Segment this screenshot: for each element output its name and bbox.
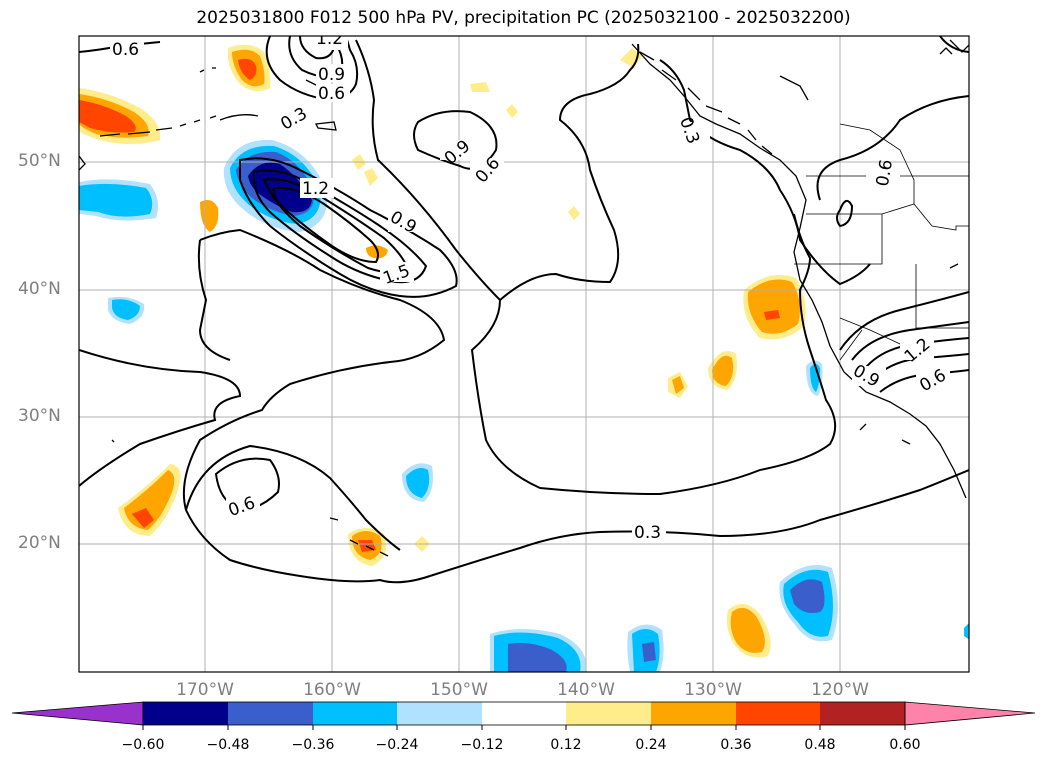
colorbar-segment <box>651 702 736 725</box>
precip-anomaly-positive <box>730 607 765 653</box>
colorbar-tick-label: 0.36 <box>720 737 752 753</box>
colorbar-tick-label: 0.12 <box>550 737 582 753</box>
pv-contour-line <box>499 43 640 301</box>
pv-contour-line <box>197 239 231 361</box>
lon-label-120w: 120°W <box>811 680 869 700</box>
colorbar-segment <box>143 702 228 725</box>
pv-contour-line <box>836 199 854 228</box>
pv-contour-line <box>299 36 336 60</box>
contour-label: 0.6 <box>873 158 897 188</box>
plot-area: 0.6 1.2 0.9 0.6 0.3 0.9 0.6 1.2 0.9 1.5 … <box>79 29 969 672</box>
lat-label-30n: 30°N <box>18 406 61 426</box>
coastlines <box>79 39 969 557</box>
precip-anomaly-positive <box>506 104 518 118</box>
colorbar-segment <box>313 702 397 725</box>
precip-anomaly-positive <box>747 279 800 334</box>
colorbar-segment <box>482 702 566 725</box>
contour-label: 0.3 <box>634 523 661 543</box>
precip-anomaly-negative <box>642 642 656 662</box>
precip-anomaly-positive <box>132 508 154 528</box>
pv-contour-line <box>839 291 969 351</box>
contour-label: 0.6 <box>112 40 139 60</box>
lat-label-20n: 20°N <box>18 533 61 553</box>
lat-label-40n: 40°N <box>18 279 61 299</box>
lon-label-130w: 130°W <box>684 680 742 700</box>
precip-shading <box>79 44 969 672</box>
precip-anomaly-negative <box>964 623 969 640</box>
pv-contour-line <box>185 444 401 551</box>
map-frame <box>78 35 970 673</box>
precip-anomaly-positive <box>238 58 257 80</box>
lon-label-140w: 140°W <box>557 680 615 700</box>
colorbar-tick-label: −0.36 <box>291 737 335 753</box>
colorbar <box>11 701 1036 730</box>
colorbar-tick-label: −0.12 <box>460 737 504 753</box>
colorbar-segment <box>566 702 651 725</box>
contour-label: 1.2 <box>302 179 329 199</box>
contour-labels: 0.6 1.2 0.9 0.6 0.3 0.9 0.6 1.2 0.9 1.5 … <box>110 29 950 543</box>
precip-anomaly-positive <box>672 376 684 394</box>
colorbar-segment <box>397 702 482 725</box>
colorbar-tick-label: −0.60 <box>121 737 165 753</box>
colorbar-extend-low <box>11 701 144 726</box>
lon-label-150w: 150°W <box>430 680 488 700</box>
colorbar-tick-label: −0.48 <box>206 737 250 753</box>
lon-label-170w: 170°W <box>176 680 234 700</box>
precip-anomaly-positive <box>712 355 734 386</box>
colorbar-tick-label: 0.24 <box>635 737 667 753</box>
pv-contour-line <box>355 39 837 496</box>
precip-anomaly-positive <box>470 82 490 92</box>
graticule <box>79 36 969 672</box>
pv-contour-line <box>851 321 969 361</box>
contour-label: 0.9 <box>318 65 345 85</box>
map-title: 2025031800 F012 500 hPa PV, precipitatio… <box>196 8 851 28</box>
lon-label-160w: 160°W <box>303 680 361 700</box>
precip-anomaly-positive <box>364 168 378 186</box>
contour-label: 0.6 <box>318 84 345 104</box>
precip-anomaly-positive <box>620 48 642 68</box>
pv-contour-line <box>939 36 969 53</box>
pv-contours <box>79 36 969 584</box>
precip-anomaly-negative <box>508 642 567 672</box>
precip-anomaly-positive <box>79 100 136 133</box>
pv-contour-line <box>182 228 446 584</box>
precip-anomaly-negative <box>790 579 825 613</box>
precip-anomaly-positive <box>200 200 219 232</box>
contour-label: 1.2 <box>316 29 343 49</box>
pv-contour-line <box>816 95 969 201</box>
precip-anomaly-negative <box>406 468 430 498</box>
colorbar-extend-high <box>904 701 1036 726</box>
contour-label: 1.2 <box>901 334 935 367</box>
colorbar-segment <box>228 702 313 725</box>
contour-label: 0.9 <box>849 361 882 392</box>
precip-anomaly-negative <box>79 183 153 217</box>
colorbar-segment <box>736 702 820 725</box>
precip-anomaly-positive <box>568 206 580 220</box>
colorbar-segment <box>820 702 905 725</box>
colorbar-tick-label: 0.48 <box>804 737 836 753</box>
lat-label-50n: 50°N <box>18 151 61 171</box>
pv-contour-line <box>429 469 969 577</box>
pv-contour-line <box>659 59 871 286</box>
pv-contour-line <box>272 186 379 264</box>
pv-contour-line <box>79 349 242 487</box>
colorbar-tick-label: −0.24 <box>375 737 419 753</box>
precip-anomaly-negative <box>112 299 140 320</box>
colorbar-tick-label: 0.60 <box>889 737 921 753</box>
precip-anomaly-positive <box>764 310 780 320</box>
